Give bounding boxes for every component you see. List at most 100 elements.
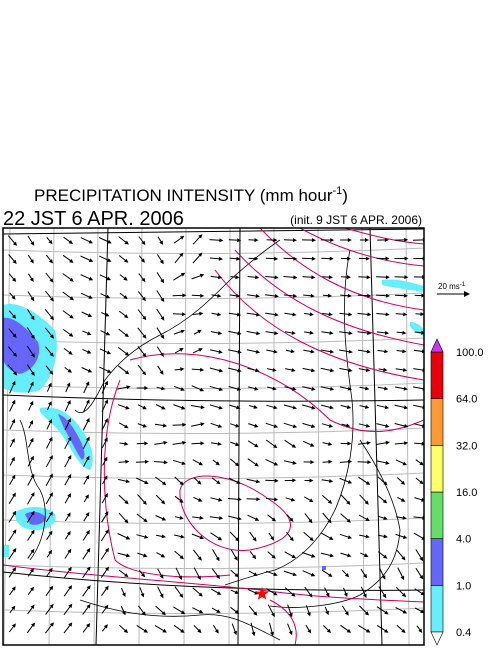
- wind-arrowhead: [104, 493, 108, 498]
- map: [3, 228, 424, 645]
- wind-arrowhead: [252, 554, 257, 560]
- wind-arrowhead: [160, 553, 166, 558]
- wind-arrow: [340, 513, 350, 522]
- wind-arrowhead: [125, 479, 130, 484]
- wind-arrowhead: [343, 592, 348, 597]
- wind-arrow: [228, 515, 240, 520]
- wind-arrowhead: [181, 312, 186, 317]
- wind-arrowhead: [200, 293, 205, 298]
- wind-arrowhead: [419, 480, 424, 485]
- wind-arrowhead: [309, 537, 314, 542]
- wind-arrowhead: [144, 480, 149, 484]
- wind-arrowhead: [385, 424, 390, 428]
- wind-arrowhead: [401, 628, 406, 633]
- wind-arrowhead: [400, 575, 405, 581]
- wind-arrowhead: [11, 605, 16, 610]
- wind-arrowhead: [48, 239, 53, 245]
- wind-arrowhead: [142, 315, 147, 321]
- wind-arrowhead: [328, 573, 333, 577]
- wind-arrowhead: [85, 436, 90, 442]
- wind-arrowhead: [143, 518, 148, 523]
- wind-arrowhead: [309, 498, 314, 503]
- wind-arrowhead: [105, 331, 111, 336]
- wind-arrowhead: [217, 441, 222, 446]
- wind-arrowhead: [30, 371, 35, 376]
- wind-arrowhead: [253, 405, 258, 409]
- wind-arrowhead: [255, 294, 260, 298]
- wind-arrowhead: [254, 443, 259, 448]
- wind-arrowhead: [292, 238, 297, 243]
- wind-arrowhead: [106, 276, 111, 281]
- wind-arrowhead: [68, 350, 73, 355]
- wind-arrow: [118, 512, 128, 523]
- wind-arrowhead: [215, 461, 220, 466]
- wind-arrowhead: [291, 444, 297, 448]
- wind-arrowhead: [197, 480, 202, 485]
- wind-arrowhead: [180, 367, 185, 372]
- wind-arrowhead: [311, 424, 316, 428]
- wind-arrow: [321, 532, 332, 540]
- wind-arrowhead: [69, 314, 74, 319]
- wind-arrowhead: [163, 440, 168, 445]
- wind-arrowhead: [29, 277, 34, 282]
- wind-arrowhead: [235, 423, 240, 428]
- wind-arrowhead: [311, 405, 316, 410]
- wind-arrow: [394, 423, 407, 427]
- wind-arrowhead: [30, 568, 34, 573]
- wind-arrowhead: [11, 474, 16, 479]
- wind-arrowhead: [309, 478, 314, 483]
- wind-arrowhead: [141, 296, 146, 302]
- wind-arrowhead: [162, 628, 167, 633]
- wind-arrowhead: [216, 480, 221, 485]
- wind-arrowhead: [49, 473, 53, 478]
- wind-arrowhead: [142, 371, 147, 376]
- wind-arrowhead: [328, 442, 333, 446]
- wind-arrowhead: [69, 258, 74, 263]
- wind-arrowhead: [49, 352, 54, 357]
- coastline: [19, 419, 46, 561]
- wind-arrowhead: [68, 603, 73, 608]
- wind-arrowhead: [293, 275, 298, 280]
- wind-arrowhead: [273, 238, 278, 243]
- wind-arrowhead: [142, 500, 147, 505]
- wind-arrowhead: [367, 460, 372, 465]
- wind-arrowhead: [363, 573, 367, 579]
- wind-arrowhead: [419, 556, 424, 562]
- wind-arrowhead: [179, 235, 185, 240]
- wind-arrowhead: [125, 405, 130, 410]
- wind-arrow: [45, 475, 53, 486]
- wind-arrowhead: [48, 549, 52, 555]
- wind-arrowhead: [402, 515, 407, 520]
- wind-arrowhead: [142, 334, 147, 339]
- wind-arrowhead: [48, 436, 53, 442]
- wind-arrowhead: [106, 350, 111, 355]
- wind-arrowhead: [235, 537, 240, 542]
- wind-arrowhead: [402, 461, 407, 466]
- wind-arrowhead: [11, 399, 16, 405]
- grid: [3, 228, 424, 645]
- wind-arrowhead: [69, 277, 74, 282]
- wind-arrowhead: [85, 474, 90, 480]
- wind-arrowhead: [124, 333, 129, 338]
- wind-arrowhead: [124, 258, 129, 263]
- wind-arrow: [376, 442, 388, 445]
- wind-arrowhead: [68, 240, 73, 244]
- wind-arrow: [82, 419, 90, 431]
- wind-arrowhead: [383, 481, 388, 486]
- wind-arrowhead: [346, 628, 352, 633]
- wind-arrowhead: [420, 312, 424, 317]
- wind-arrow: [172, 442, 185, 445]
- wind-arrowhead: [253, 611, 258, 616]
- wind-arrowhead: [11, 586, 16, 591]
- wind-arrowhead: [141, 240, 146, 246]
- wind-arrowhead: [404, 275, 409, 280]
- wind-arrowhead: [69, 296, 74, 301]
- wind-arrowhead: [125, 535, 131, 540]
- wind-arrowhead: [180, 329, 185, 334]
- wind-arrowhead: [12, 259, 17, 264]
- wind-arrowhead: [255, 275, 260, 280]
- wind-arrow: [322, 512, 331, 523]
- wind-arrowhead: [292, 460, 297, 465]
- wind-arrowhead: [291, 330, 296, 335]
- wind-arrowhead: [12, 352, 17, 357]
